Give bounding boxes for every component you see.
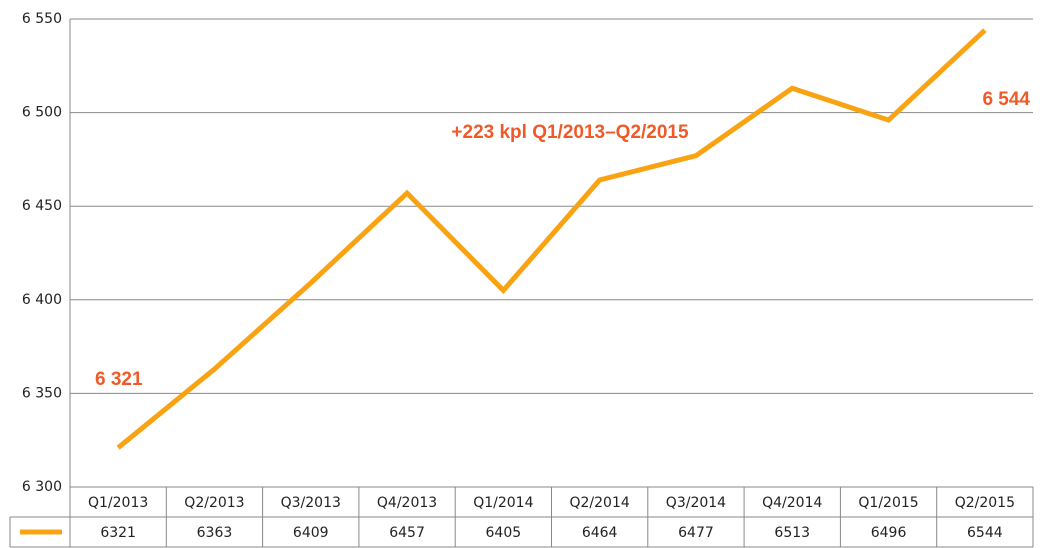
table-value: 6464 <box>582 525 618 541</box>
table-value: 6477 <box>678 525 714 541</box>
x-tick-label: Q4/2014 <box>762 495 822 511</box>
table-value: 6544 <box>967 525 1003 541</box>
x-tick-label: Q1/2013 <box>88 495 148 511</box>
annotation: +223 kpl Q1/2013–Q2/2015 <box>451 122 689 143</box>
y-tick-label: 6 350 <box>22 385 62 401</box>
y-tick-label: 6 500 <box>22 105 62 121</box>
table-value: 6496 <box>871 525 907 541</box>
table-value: 6405 <box>486 525 522 541</box>
table-value: 6513 <box>774 525 810 541</box>
table-value: 6321 <box>100 525 136 541</box>
table-value: 6363 <box>197 525 233 541</box>
x-tick-label: Q1/2015 <box>858 495 918 511</box>
table-value: 6457 <box>389 525 425 541</box>
x-tick-label: Q1/2014 <box>473 495 533 511</box>
y-tick-label: 6 550 <box>22 11 62 27</box>
x-tick-label: Q3/2014 <box>666 495 726 511</box>
x-tick-label: Q3/2013 <box>281 495 341 511</box>
y-tick-label: 6 300 <box>22 479 62 495</box>
y-tick-label: 6 400 <box>22 292 62 308</box>
data-line <box>116 28 987 450</box>
x-tick-label: Q2/2014 <box>570 495 630 511</box>
x-tick-label: Q4/2013 <box>377 495 437 511</box>
table-value: 6409 <box>293 525 329 541</box>
x-tick-label: Q2/2013 <box>184 495 244 511</box>
annotation: 6 321 <box>95 369 143 390</box>
x-tick-label: Q2/2015 <box>955 495 1015 511</box>
y-tick-label: 6 450 <box>22 198 62 214</box>
annotation: 6 544 <box>982 89 1030 110</box>
